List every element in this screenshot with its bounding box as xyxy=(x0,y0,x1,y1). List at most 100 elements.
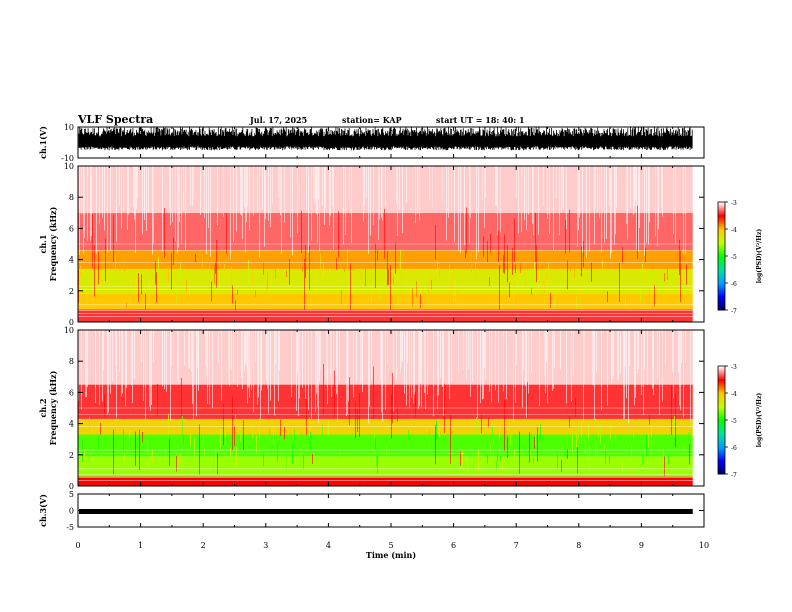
ch2-spectrogram-streak xyxy=(622,462,623,473)
ch2-spectrogram-streak xyxy=(385,330,386,410)
ch2-spectrogram-streak xyxy=(598,424,599,437)
ch1-spectrogram-streak xyxy=(211,281,212,302)
y-tick-label: 10 xyxy=(64,123,74,132)
ch2-spectrogram-streak xyxy=(269,429,270,441)
ch1-spectrogram-streak xyxy=(320,253,321,276)
ch1-spectrogram-streak xyxy=(128,166,129,215)
ch1-spectrogram-streak xyxy=(275,260,276,280)
ch1-spectrogram-streak xyxy=(172,166,173,223)
ch1-spectrogram-streak xyxy=(667,268,668,281)
ch1-spectrogram-streak xyxy=(469,166,470,244)
ch1-spectrogram-streak xyxy=(142,166,143,235)
ch2-spectrogram-streak xyxy=(375,438,376,450)
ch2-spectrogram-streak xyxy=(673,330,674,399)
ch1-spectrogram-streak xyxy=(625,294,626,307)
ch2-spectrogram-streak xyxy=(139,429,140,470)
ch1-spectrogram-streak xyxy=(591,262,592,282)
ch2-spectrogram-streak xyxy=(353,330,354,398)
ch1-spectrogram-streak xyxy=(204,166,205,219)
ch1-spectrogram-streak xyxy=(247,166,248,206)
ch2-spectrogram-streak xyxy=(482,330,483,400)
ch1-spectrogram-streak xyxy=(634,166,635,207)
ch2-spectrogram-streak xyxy=(476,416,477,436)
ch2-spectrogram-streak xyxy=(624,330,625,419)
ch2-spectrogram-streak xyxy=(334,370,335,418)
ch1-spectrogram-streak xyxy=(345,166,346,236)
y-tick-label: -10 xyxy=(61,154,74,163)
ch1-spectrogram-streak xyxy=(144,166,145,221)
colorbar-2-swatch xyxy=(718,369,725,372)
ch2-spectrogram-streak xyxy=(212,330,213,409)
y-axis-label: Frequency (kHz) xyxy=(48,206,58,281)
ch2-spectrogram-streak xyxy=(279,330,280,371)
ch2-spectrogram-streak xyxy=(241,330,242,378)
ch1-spectrogram-streak xyxy=(642,264,643,275)
ch1-spectrogram-streak xyxy=(644,166,645,256)
colorbar-1-swatch xyxy=(718,236,725,239)
ch1-spectrogram-streak xyxy=(558,294,559,303)
colorbar-2-swatch xyxy=(718,418,725,421)
ch1-spectrogram-streak xyxy=(412,288,413,307)
ch1-spectrogram-streak xyxy=(663,291,664,300)
ch2-spectrogram-streak xyxy=(610,422,611,440)
ch2-spectrogram-streak xyxy=(102,330,103,402)
ch2-spectrogram-streak xyxy=(162,330,163,387)
ch2-spectrogram-streak xyxy=(642,455,643,466)
ch2-spectrogram-streak xyxy=(299,330,300,399)
ch1-spectrogram-streak xyxy=(661,166,662,208)
ch1-spectrogram-streak xyxy=(145,293,146,311)
y-tick-label: 0 xyxy=(69,507,74,516)
ch1-spectrogram-streak xyxy=(602,260,603,275)
ch1-spectrogram-streak xyxy=(102,166,103,218)
ch1-spectrogram-streak xyxy=(98,251,99,285)
ch1-spectrogram-streak xyxy=(317,166,318,244)
ch2-spectrogram-streak xyxy=(204,447,205,466)
ch1-spectrogram-streak xyxy=(454,166,455,243)
ch2-spectrogram-streak xyxy=(231,330,232,370)
ch3-waveform-panel: 5 0 -5 ch.3(V) xyxy=(38,490,705,532)
ch2-spectrogram-streak xyxy=(663,447,664,465)
ch1-spectrogram-streak xyxy=(521,166,522,233)
ch2-spectrogram-streak xyxy=(581,421,582,444)
colorbar-2-swatch xyxy=(718,432,725,435)
ch2-spectrogram-streak xyxy=(309,417,310,440)
ch2-spectrogram-streak xyxy=(166,330,167,393)
ch1-spectrogram-streak xyxy=(223,166,224,217)
ch1-spectrogram-streak xyxy=(424,273,425,284)
ch1-spectrogram-streak xyxy=(96,166,97,255)
ch2-spectrogram-streak xyxy=(674,415,675,437)
colorbar-2-swatch xyxy=(718,448,725,452)
ch1-spectrogram-streak xyxy=(313,166,314,200)
ch2-spectrogram-streak xyxy=(331,330,332,397)
colorbar-2-swatch xyxy=(718,393,725,396)
ch1-spectrogram-streak xyxy=(586,166,587,259)
colorbar-2-swatch xyxy=(718,400,725,403)
ch2-spectrogram-streak xyxy=(668,455,669,465)
ch2-spectrogram-streak xyxy=(596,330,597,372)
ch1-spectrogram-band xyxy=(78,250,693,269)
x-axis-label: Time (min) xyxy=(366,550,416,560)
ch2-spectrogram-streak xyxy=(229,330,230,386)
ch2-spectrogram-streak xyxy=(116,330,117,419)
ch1-spectrogram-streak xyxy=(141,274,142,295)
ch2-spectrogram-streak xyxy=(188,330,189,368)
ch2-spectrogram-streak xyxy=(355,402,356,438)
ch1-spectrogram-streak xyxy=(417,166,418,214)
ch2-spectrogram-streak xyxy=(684,443,685,454)
ch1-spectrogram-streak xyxy=(442,166,443,202)
ch1-spectrogram-streak xyxy=(335,263,336,271)
ch1-spectrogram-streak xyxy=(439,267,440,278)
colorbar-2-swatch xyxy=(718,459,725,462)
ch2-spectrogram-streak xyxy=(305,330,306,400)
ch2-spectrogram-streak xyxy=(609,456,610,464)
ch2-spectrogram-streak xyxy=(143,330,144,401)
ch1-spectrogram-streak xyxy=(452,273,453,292)
ch1-spectrogram-streak xyxy=(475,261,476,276)
ch2-spectrogram-streak xyxy=(215,448,216,457)
ch1-spectrogram-streak xyxy=(330,166,331,216)
ch2-spectrogram-streak xyxy=(675,393,676,448)
ch2-spectrogram-streak xyxy=(119,330,120,372)
ch2-spectrogram-streak xyxy=(531,330,532,373)
y-tick-label: 4 xyxy=(69,256,74,265)
ch2-spectrogram-streak xyxy=(576,432,577,448)
